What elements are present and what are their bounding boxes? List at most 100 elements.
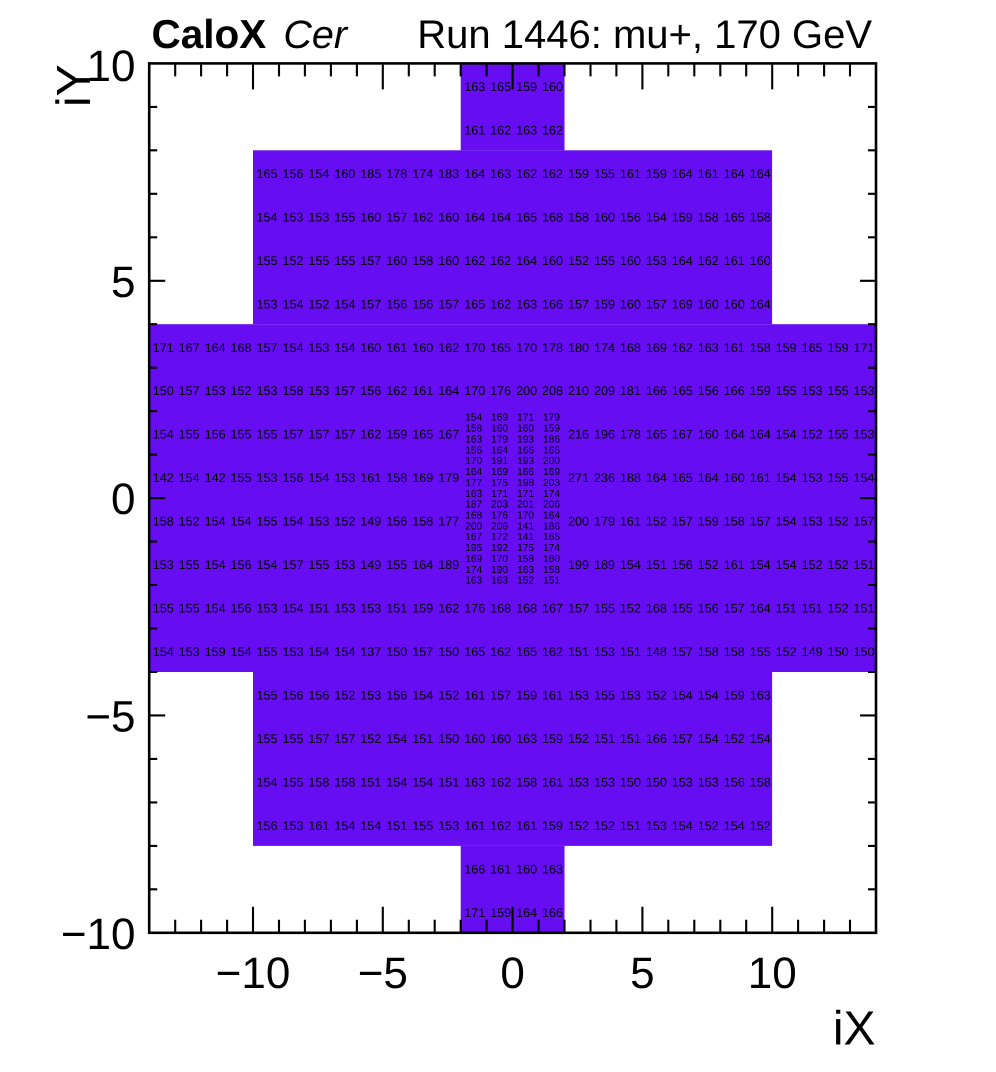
svg-text:156: 156: [205, 428, 226, 442]
svg-text:154: 154: [334, 819, 355, 833]
svg-text:165: 165: [490, 341, 511, 355]
svg-text:192: 192: [491, 543, 508, 554]
svg-text:161: 161: [750, 471, 771, 485]
svg-text:178: 178: [542, 341, 563, 355]
svg-text:158: 158: [153, 515, 174, 529]
svg-text:150: 150: [646, 776, 667, 790]
svg-text:193: 193: [517, 434, 534, 445]
svg-text:164: 164: [464, 167, 485, 181]
svg-text:153: 153: [334, 558, 355, 572]
svg-text:153: 153: [802, 471, 823, 485]
svg-text:160: 160: [750, 254, 771, 268]
svg-text:159: 159: [672, 210, 693, 224]
svg-text:150: 150: [438, 645, 459, 659]
svg-text:159: 159: [542, 819, 563, 833]
svg-text:154: 154: [205, 558, 226, 572]
svg-text:153: 153: [256, 384, 277, 398]
svg-text:157: 157: [646, 297, 667, 311]
svg-text:153: 153: [282, 210, 303, 224]
svg-text:165: 165: [672, 471, 693, 485]
svg-text:162: 162: [438, 602, 459, 616]
svg-text:154: 154: [672, 819, 693, 833]
svg-text:150: 150: [620, 776, 641, 790]
svg-text:142: 142: [153, 471, 174, 485]
svg-text:160: 160: [491, 424, 508, 435]
svg-text:151: 151: [646, 558, 667, 572]
svg-text:160: 160: [698, 297, 719, 311]
svg-text:176: 176: [490, 384, 511, 398]
svg-text:157: 157: [179, 384, 200, 398]
svg-text:164: 164: [516, 906, 537, 920]
svg-text:158: 158: [724, 515, 745, 529]
svg-text:151: 151: [386, 819, 407, 833]
svg-text:168: 168: [646, 602, 667, 616]
svg-text:154: 154: [282, 297, 303, 311]
svg-text:157: 157: [672, 732, 693, 746]
svg-text:153: 153: [360, 689, 381, 703]
svg-text:177: 177: [465, 478, 482, 489]
svg-text:169: 169: [646, 341, 667, 355]
svg-text:181: 181: [620, 384, 641, 398]
svg-text:160: 160: [698, 428, 719, 442]
svg-text:161: 161: [620, 167, 641, 181]
svg-text:160: 160: [360, 210, 381, 224]
svg-text:151: 151: [776, 602, 797, 616]
svg-text:161: 161: [412, 384, 433, 398]
svg-text:163: 163: [465, 576, 482, 587]
svg-text:166: 166: [646, 732, 667, 746]
svg-text:154: 154: [308, 167, 329, 181]
svg-text:203: 203: [491, 500, 508, 511]
svg-text:163: 163: [464, 776, 485, 790]
svg-text:157: 157: [308, 732, 329, 746]
svg-text:10: 10: [87, 42, 136, 91]
svg-text:151: 151: [802, 602, 823, 616]
svg-text:162: 162: [438, 341, 459, 355]
svg-text:163: 163: [516, 123, 537, 137]
svg-text:163: 163: [698, 341, 719, 355]
svg-text:154: 154: [698, 732, 719, 746]
svg-text:149: 149: [802, 645, 823, 659]
svg-text:157: 157: [282, 558, 303, 572]
svg-text:154: 154: [256, 558, 277, 572]
svg-text:163: 163: [517, 565, 534, 576]
svg-text:158: 158: [724, 645, 745, 659]
svg-text:165: 165: [543, 445, 560, 456]
svg-text:161: 161: [308, 819, 329, 833]
svg-text:154: 154: [230, 515, 251, 529]
svg-text:164: 164: [465, 467, 482, 478]
svg-text:164: 164: [724, 167, 745, 181]
svg-text:162: 162: [386, 384, 407, 398]
svg-text:iX: iX: [833, 1003, 876, 1056]
svg-text:162: 162: [490, 776, 511, 790]
svg-text:154: 154: [230, 645, 251, 659]
svg-text:168: 168: [620, 341, 641, 355]
svg-text:153: 153: [256, 297, 277, 311]
svg-text:159: 159: [698, 515, 719, 529]
svg-text:174: 174: [594, 341, 615, 355]
svg-text:142: 142: [205, 471, 226, 485]
svg-text:165: 165: [646, 428, 667, 442]
svg-text:151: 151: [853, 558, 874, 572]
svg-text:160: 160: [724, 297, 745, 311]
svg-text:164: 164: [490, 210, 511, 224]
svg-text:199: 199: [568, 558, 589, 572]
svg-text:161: 161: [620, 515, 641, 529]
svg-text:160: 160: [724, 471, 745, 485]
svg-text:5: 5: [111, 258, 135, 307]
svg-text:153: 153: [308, 210, 329, 224]
svg-text:153: 153: [153, 558, 174, 572]
svg-text:178: 178: [620, 428, 641, 442]
svg-text:156: 156: [308, 689, 329, 703]
svg-text:154: 154: [256, 210, 277, 224]
svg-text:156: 156: [386, 689, 407, 703]
svg-text:153: 153: [646, 254, 667, 268]
svg-text:200: 200: [568, 515, 589, 529]
svg-text:152: 152: [517, 576, 534, 587]
svg-text:155: 155: [282, 776, 303, 790]
svg-text:154: 154: [776, 471, 797, 485]
svg-text:156: 156: [698, 602, 719, 616]
svg-text:154: 154: [750, 732, 771, 746]
svg-text:153: 153: [568, 689, 589, 703]
svg-text:154: 154: [776, 558, 797, 572]
svg-text:154: 154: [724, 819, 745, 833]
